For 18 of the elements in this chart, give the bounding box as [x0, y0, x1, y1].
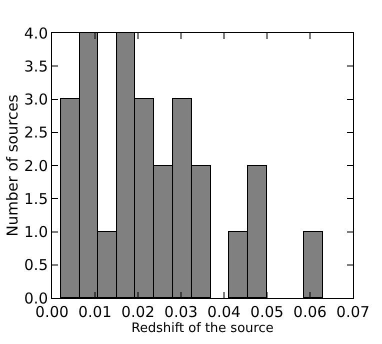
- y-axis-title: Number of sources: [3, 94, 22, 236]
- x-axis-title: Redshift of the source: [131, 321, 274, 336]
- x-tick-label: 0.01: [78, 303, 112, 321]
- y-tick-label: 2.0: [24, 156, 48, 175]
- x-tick-label: 0.02: [121, 303, 155, 321]
- x-tick-label: 0.03: [164, 303, 198, 321]
- y-tick-label: 0.5: [24, 256, 48, 274]
- y-tick-label: 2.5: [24, 124, 48, 142]
- y-tick-label: 3.5: [24, 57, 48, 76]
- y-tick-label: 1.5: [24, 190, 48, 208]
- x-tick-label: 0.06: [293, 303, 327, 321]
- x-tick-label: 0.00: [35, 303, 69, 321]
- y-tick-label: 1.0: [24, 223, 48, 241]
- y-tick-label: 4.0: [24, 24, 48, 42]
- y-tick-label: 3.0: [24, 90, 48, 108]
- x-tick-label: 0.04: [207, 303, 241, 321]
- x-tick-label: 0.07: [336, 303, 370, 321]
- x-tick-label: 0.05: [250, 303, 284, 321]
